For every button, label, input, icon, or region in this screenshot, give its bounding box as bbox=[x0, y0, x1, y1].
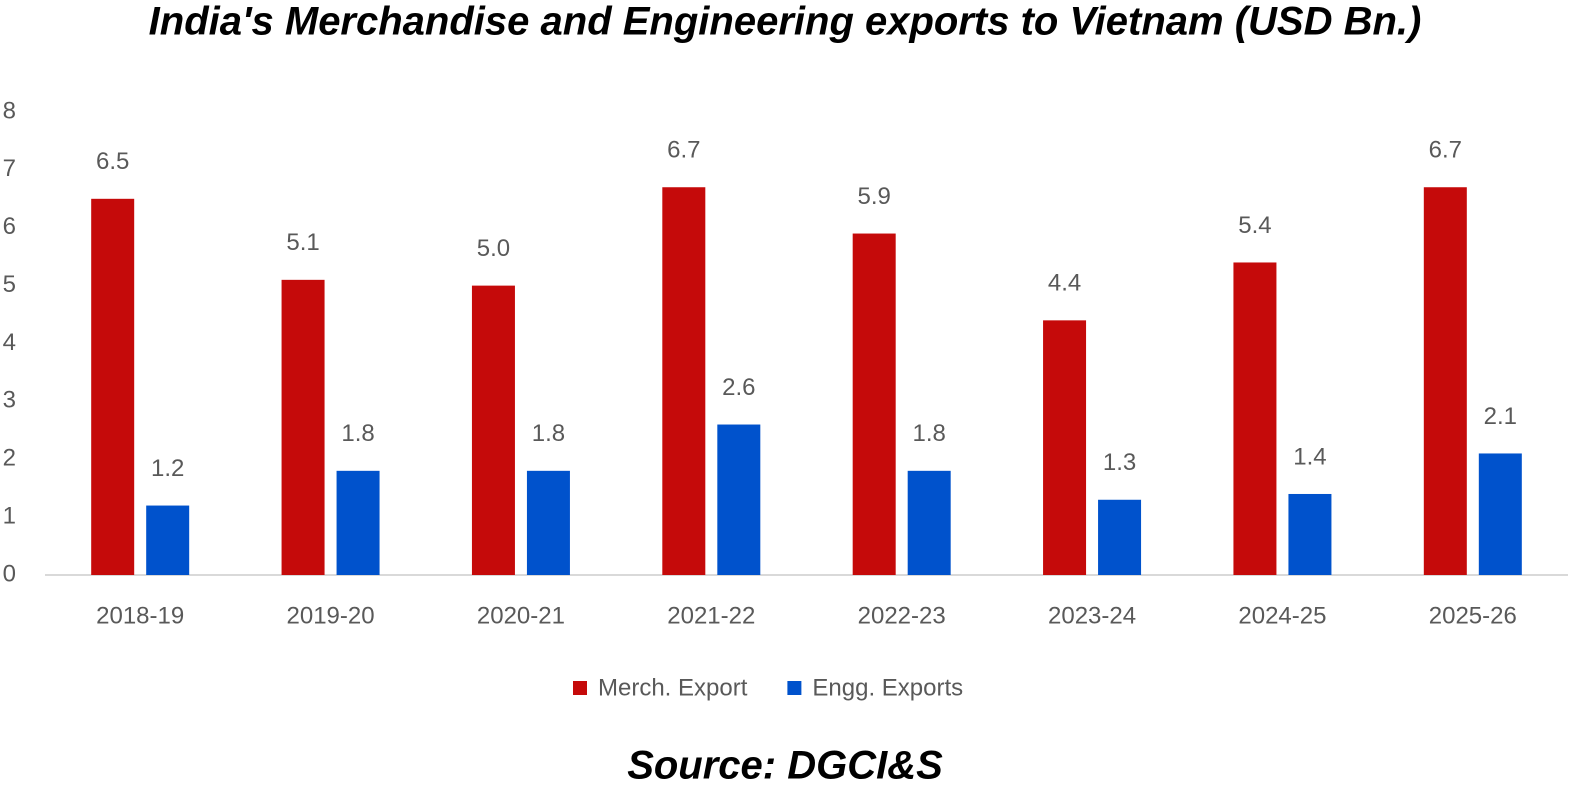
x-tick-label: 2023-24 bbox=[1048, 602, 1136, 629]
y-tick-label: 8 bbox=[3, 97, 16, 124]
legend-label: Engg. Exports bbox=[812, 674, 963, 701]
x-tick-label: 2019-20 bbox=[287, 602, 375, 629]
bar bbox=[907, 470, 951, 575]
data-label: 5.0 bbox=[477, 235, 510, 262]
data-label: 1.8 bbox=[913, 420, 946, 447]
data-label: 6.7 bbox=[667, 137, 700, 164]
bar bbox=[471, 285, 515, 575]
x-tick-label: 2024-25 bbox=[1238, 602, 1326, 629]
data-label: 1.3 bbox=[1103, 449, 1136, 476]
data-label: 1.2 bbox=[151, 455, 184, 482]
data-label: 5.1 bbox=[286, 229, 319, 256]
data-label: 5.4 bbox=[1238, 212, 1271, 239]
bar bbox=[1288, 493, 1332, 575]
bar bbox=[852, 233, 896, 575]
legend-swatch bbox=[573, 681, 587, 695]
bar bbox=[1478, 453, 1522, 575]
y-tick-label: 2 bbox=[3, 445, 16, 472]
bar bbox=[1233, 262, 1277, 575]
x-tick-label: 2025-26 bbox=[1429, 602, 1517, 629]
bar bbox=[91, 198, 135, 575]
x-tick-label: 2020-21 bbox=[477, 602, 565, 629]
source-note: Source: DGCI&S bbox=[627, 744, 943, 788]
data-label: 6.5 bbox=[96, 148, 129, 175]
bar bbox=[1423, 187, 1467, 576]
y-tick-label: 4 bbox=[3, 329, 16, 356]
y-tick-label: 7 bbox=[3, 155, 16, 182]
data-label: 1.8 bbox=[532, 420, 565, 447]
legend-label: Merch. Export bbox=[598, 674, 748, 701]
bar bbox=[336, 470, 380, 575]
x-tick-label: 2018-19 bbox=[96, 602, 184, 629]
bar bbox=[146, 505, 190, 575]
legend-swatch bbox=[787, 681, 802, 695]
data-label: 1.8 bbox=[341, 420, 374, 447]
x-tick-label: 2022-23 bbox=[858, 602, 946, 629]
data-label: 2.1 bbox=[1484, 403, 1517, 430]
bar bbox=[526, 470, 570, 575]
y-tick-label: 3 bbox=[3, 387, 16, 414]
bar bbox=[717, 424, 761, 575]
y-tick-label: 1 bbox=[3, 502, 16, 529]
bar bbox=[281, 279, 325, 575]
bar bbox=[662, 187, 706, 576]
y-tick-label: 5 bbox=[3, 271, 16, 298]
bar bbox=[1098, 499, 1142, 575]
bar bbox=[1043, 320, 1087, 575]
y-tick-label: 6 bbox=[3, 213, 16, 240]
chart-title: India's Merchandise and Engineering expo… bbox=[149, 0, 1422, 44]
data-label: 2.6 bbox=[722, 374, 755, 401]
x-tick-label: 2021-22 bbox=[667, 602, 755, 629]
data-label: 1.4 bbox=[1293, 443, 1326, 470]
data-label: 6.7 bbox=[1429, 137, 1462, 164]
data-label: 4.4 bbox=[1048, 270, 1081, 297]
y-tick-label: 0 bbox=[3, 560, 16, 587]
data-label: 5.9 bbox=[858, 183, 891, 210]
